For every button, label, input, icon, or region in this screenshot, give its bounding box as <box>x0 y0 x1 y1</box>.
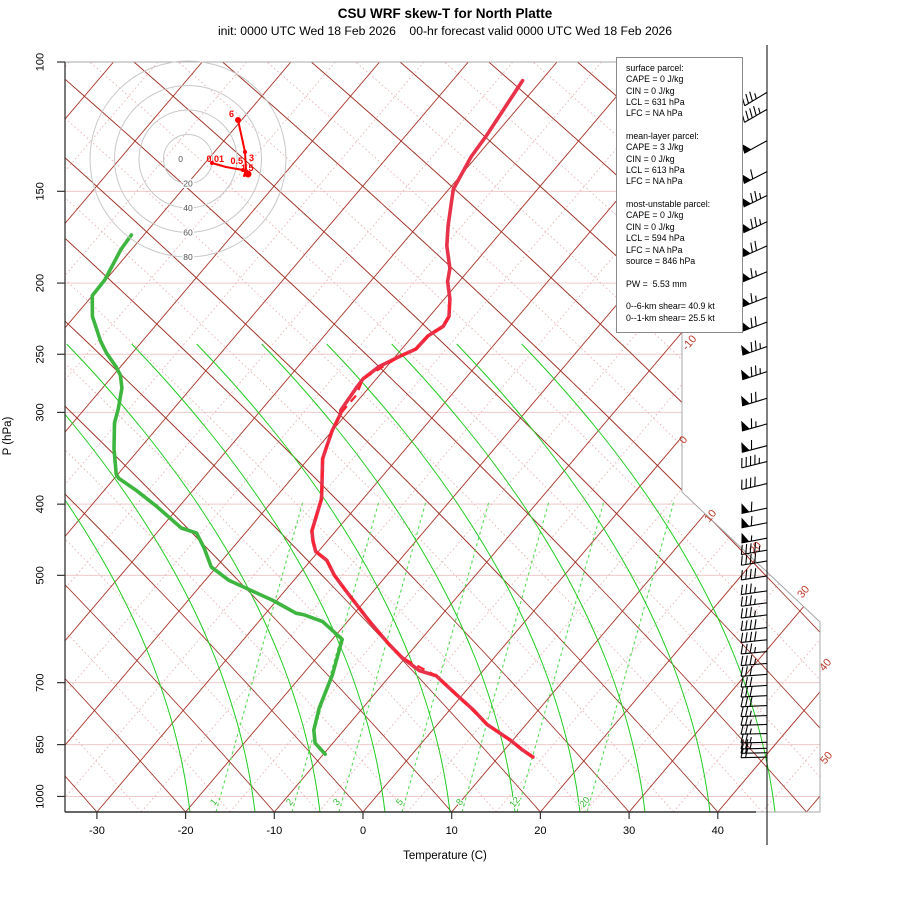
info-line: CIN = 0 J/kg <box>626 85 675 96</box>
info-line: LFC = NA hPa <box>626 108 683 119</box>
svg-text:-10: -10 <box>680 333 699 353</box>
info-line: CAPE = 0 J/kg <box>626 74 684 85</box>
faint-intermediate-lines <box>65 62 820 812</box>
hodograph: 20 40 60 80 0 0.01 0.5 31.5 6 <box>89 60 287 264</box>
svg-text:1.5: 1.5 <box>241 163 254 173</box>
dry-adiabats <box>65 62 820 812</box>
svg-text:30: 30 <box>623 825 635 837</box>
wind-barbs <box>740 45 768 845</box>
svg-text:-10: -10 <box>266 825 282 837</box>
moist-adiabats <box>65 343 776 812</box>
info-line: LCL = 631 hPa <box>626 97 685 108</box>
svg-text:0: 0 <box>178 154 183 164</box>
svg-text:0: 0 <box>677 434 690 446</box>
svg-text:80: 80 <box>183 252 193 262</box>
svg-text:-20: -20 <box>178 825 194 837</box>
svg-text:10: 10 <box>446 825 458 837</box>
svg-text:12: 12 <box>507 795 522 810</box>
svg-text:10: 10 <box>702 508 719 525</box>
svg-text:8: 8 <box>454 797 466 808</box>
info-line <box>626 188 740 199</box>
info-line <box>626 120 740 131</box>
parcel-trace <box>310 298 534 758</box>
info-line: CIN = 0 J/kg <box>626 221 675 232</box>
svg-text:700: 700 <box>35 673 47 691</box>
svg-text:5: 5 <box>394 797 406 808</box>
svg-text:20: 20 <box>534 825 546 837</box>
svg-text:6: 6 <box>229 109 234 119</box>
info-line: mean-layer parcel: <box>626 131 699 142</box>
parcel-info-box: surface parcel: CAPE = 0 J/kg CIN = 0 J/kg… <box>616 57 743 333</box>
info-line: CIN = 0 J/kg <box>626 153 675 164</box>
svg-text:-30: -30 <box>89 825 105 837</box>
svg-text:100: 100 <box>35 53 47 71</box>
svg-text:400: 400 <box>35 495 47 513</box>
svg-text:0.5: 0.5 <box>230 156 243 166</box>
svg-text:3: 3 <box>249 153 254 163</box>
isotherms <box>65 62 820 812</box>
info-line: PW = 5.53 mm <box>626 278 687 289</box>
page-subtitle: init: 0000 UTC Wed 18 Feb 2026 00-hr for… <box>217 24 673 38</box>
info-line: source = 846 hPa <box>626 255 696 266</box>
svg-text:60: 60 <box>183 228 193 238</box>
info-line: 0--1-km shear= 25.5 kt <box>626 312 715 323</box>
svg-text:150: 150 <box>35 182 47 200</box>
info-line: most-unstable parcel: <box>626 199 711 210</box>
mixing-ratio-lines <box>215 499 675 812</box>
svg-text:50: 50 <box>818 750 835 767</box>
svg-text:200: 200 <box>35 274 47 292</box>
info-line <box>626 267 740 278</box>
y-axis-title: P (hPa) <box>2 416 14 456</box>
svg-text:500: 500 <box>35 566 47 584</box>
info-line: LCL = 594 hPa <box>626 233 685 244</box>
info-line: CAPE = 0 J/kg <box>626 210 684 221</box>
info-line: LFC = NA hPa <box>626 244 683 255</box>
svg-text:40: 40 <box>183 203 193 213</box>
svg-text:40: 40 <box>712 825 724 837</box>
pressure-gridlines <box>65 61 820 797</box>
svg-text:1000: 1000 <box>35 784 47 808</box>
info-line <box>626 290 740 301</box>
temperature-trace <box>310 78 535 759</box>
svg-text:850: 850 <box>35 735 47 753</box>
page-title: CSU WRF skew-T for North Platte <box>337 6 553 21</box>
dewpoint-trace <box>90 233 344 756</box>
svg-text:20: 20 <box>183 179 193 189</box>
svg-text:0.01: 0.01 <box>206 154 224 164</box>
svg-text:30: 30 <box>795 584 812 601</box>
info-line: 0--6-km shear= 40.9 kt <box>626 301 715 312</box>
svg-text:2: 2 <box>284 797 296 808</box>
info-line: CAPE = 3 J/kg <box>626 142 684 153</box>
svg-text:0: 0 <box>360 825 366 837</box>
sounding-traces <box>90 78 535 759</box>
svg-text:3: 3 <box>331 797 343 808</box>
info-line: surface parcel: <box>626 63 684 73</box>
info-line: LCL = 613 hPa <box>626 165 685 176</box>
info-line: LFC = NA hPa <box>626 176 683 187</box>
svg-text:300: 300 <box>35 403 47 421</box>
x-axis-title: Temperature (C) <box>403 850 487 862</box>
svg-text:250: 250 <box>35 345 47 363</box>
